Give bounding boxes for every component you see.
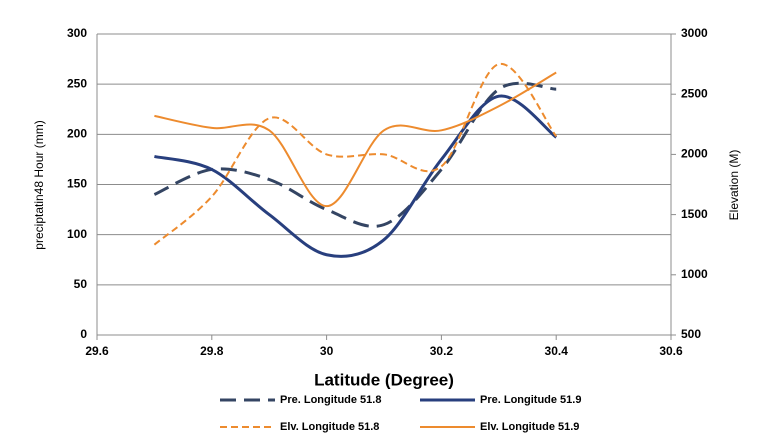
- y-tick-label: 200: [67, 127, 87, 141]
- y-tick-label: 300: [67, 26, 87, 40]
- series-line: [153, 81, 557, 228]
- y2-axis-title: Elevation (M): [727, 150, 741, 221]
- x-tick-label: 29.8: [200, 344, 224, 358]
- legend-label: Elv. Longitude 51.8: [280, 421, 379, 433]
- y2-tick-label: 1000: [681, 267, 708, 281]
- y-tick-label: 250: [67, 76, 87, 90]
- legend-label: Pre. Longitude 51.8: [280, 394, 381, 406]
- y2-tick-label: 2500: [681, 86, 708, 100]
- legend-label: Elv. Longitude 51.9: [480, 421, 579, 433]
- x-tick-label: 30.4: [545, 344, 569, 358]
- y2-tick-label: 1500: [681, 207, 708, 221]
- series-line: [154, 71, 557, 208]
- x-tick-label: 29.6: [85, 344, 109, 358]
- y2-tick-label: 2000: [681, 147, 708, 161]
- y2-tick-label: 500: [681, 327, 701, 341]
- x-axis-title: Latitude (Degree): [314, 370, 454, 389]
- legend-label: Pre. Longitude 51.9: [480, 394, 581, 406]
- y-tick-label: 50: [74, 277, 88, 291]
- series-line: [154, 94, 558, 258]
- x-tick-label: 30: [320, 344, 334, 358]
- series-line: [153, 63, 557, 246]
- y2-tick-label: 3000: [681, 26, 708, 40]
- x-tick-label: 30.6: [659, 344, 683, 358]
- x-tick-label: 30.2: [430, 344, 454, 358]
- y-tick-label: 100: [67, 227, 87, 241]
- y-tick-label: 150: [67, 177, 87, 191]
- y-axis-title: preciptatin48 Hour (mm): [32, 120, 46, 249]
- y-tick-label: 0: [80, 327, 87, 341]
